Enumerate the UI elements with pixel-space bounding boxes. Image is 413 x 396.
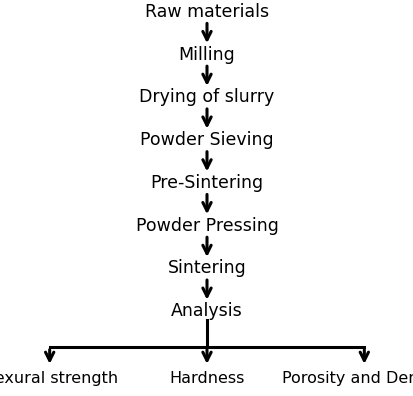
Text: Drying of slurry: Drying of slurry <box>139 88 274 107</box>
Text: Milling: Milling <box>178 46 235 64</box>
Text: Porosity and Density: Porosity and Density <box>281 371 413 386</box>
Text: Powder Sieving: Powder Sieving <box>140 131 273 149</box>
Text: Raw materials: Raw materials <box>145 3 268 21</box>
Text: Flexural strength: Flexural strength <box>0 371 118 386</box>
Text: Analysis: Analysis <box>171 302 242 320</box>
Text: Pre-Sintering: Pre-Sintering <box>150 174 263 192</box>
Text: Powder Pressing: Powder Pressing <box>135 217 278 235</box>
Text: Sintering: Sintering <box>167 259 246 278</box>
Text: Hardness: Hardness <box>169 371 244 386</box>
